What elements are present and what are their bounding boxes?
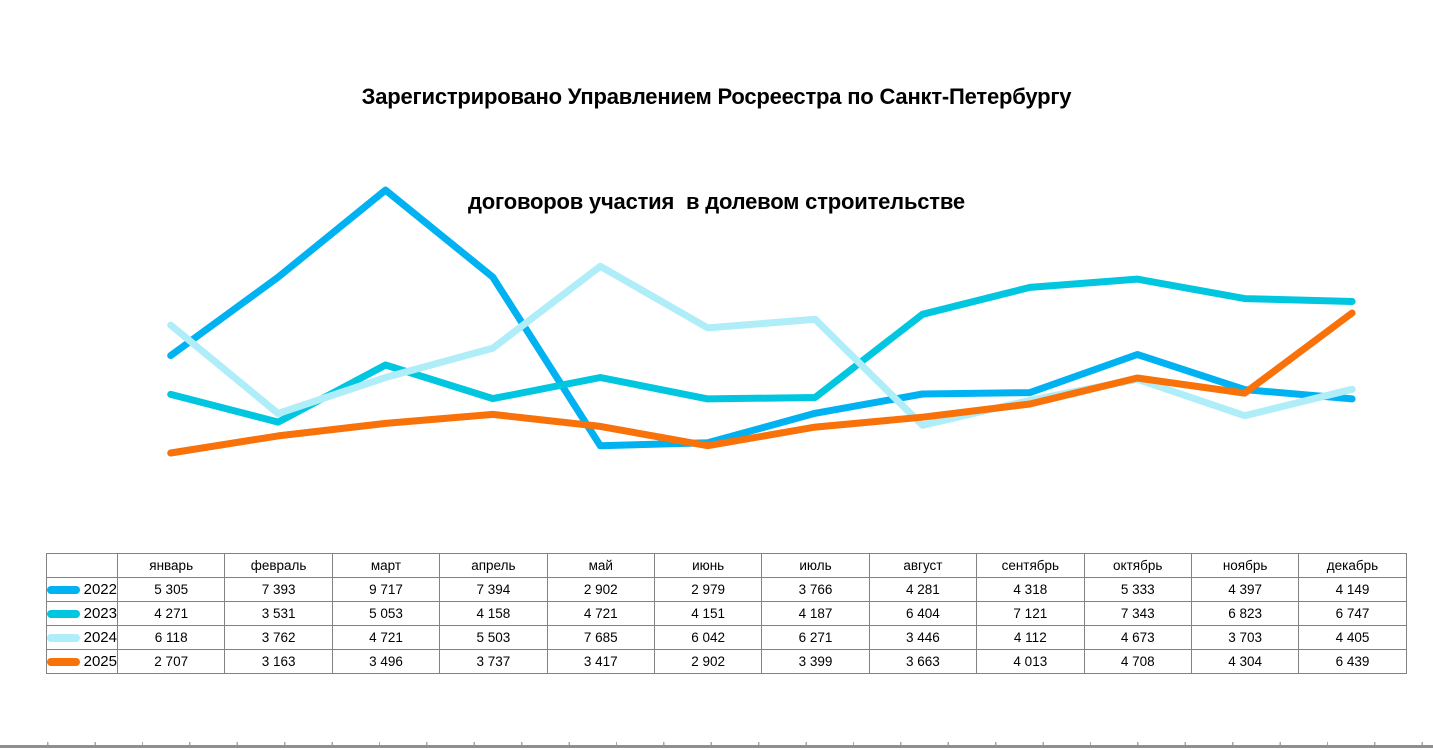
series-year-label: 2022	[83, 581, 117, 598]
value-cell-2023-1: 4 271	[116, 601, 226, 626]
value-cell-2025-2: 3 163	[224, 649, 333, 674]
chart-title-line1: Зарегистрировано Управлением Росреестра …	[361, 84, 1072, 109]
value-cell-2022-2: 7 393	[224, 577, 333, 602]
month-header-2: февраль	[224, 553, 333, 578]
value-cell-2025-5: 3 417	[546, 649, 655, 674]
month-header-3: март	[331, 553, 441, 578]
value-cell-2022-8: 4 281	[868, 577, 978, 602]
legend-key-2024: 2024	[46, 625, 118, 650]
value-cell-2024-9: 4 112	[976, 625, 1085, 650]
value-cell-2023-3: 5 053	[331, 601, 441, 626]
value-cell-2022-6: 2 979	[653, 577, 763, 602]
value-cell-2023-9: 7 121	[976, 601, 1085, 626]
month-header-8: август	[868, 553, 978, 578]
value-cell-2023-4: 4 158	[439, 601, 548, 626]
table-row-2023: 2023 4 271 3 531 5 053 4 158 4 721 4 151 4 187 6…	[46, 601, 1407, 626]
month-header-5: май	[546, 553, 655, 578]
value-cell-2025-8: 3 663	[868, 649, 978, 674]
value-cell-2022-7: 3 766	[761, 577, 870, 602]
value-cell-2024-3: 4 721	[331, 625, 441, 650]
legend-swatch-2024	[47, 633, 80, 642]
value-cell-2023-6: 4 151	[653, 601, 763, 626]
value-cell-2023-7: 4 187	[761, 601, 870, 626]
value-cell-2022-4: 7 394	[439, 577, 548, 602]
value-cell-2025-9: 4 013	[976, 649, 1085, 674]
value-cell-2024-2: 3 762	[224, 625, 333, 650]
table-row-2025: 2025 2 707 3 163 3 496 3 737 3 417 2 902 3 399 3…	[46, 649, 1407, 674]
worksheet-gridline-bar	[0, 745, 1433, 748]
value-cell-2025-6: 2 902	[653, 649, 763, 674]
table-row-2024: 2024 6 118 3 762 4 721 5 503 7 685 6 042 6 271 3…	[46, 625, 1407, 650]
legend-key-2023: 2023	[46, 601, 118, 626]
month-header-9: сентябрь	[976, 553, 1085, 578]
series-line-2023	[167, 275, 1356, 426]
month-header-1: январь	[116, 553, 226, 578]
series-year-label: 2025	[83, 653, 117, 670]
value-cell-2023-10: 7 343	[1083, 601, 1192, 626]
value-cell-2023-12: 6 747	[1298, 601, 1407, 626]
value-cell-2022-1: 5 305	[116, 577, 226, 602]
value-cell-2022-11: 4 397	[1190, 577, 1300, 602]
series-line-2025	[167, 309, 1356, 457]
value-cell-2025-11: 4 304	[1190, 649, 1300, 674]
legend-key-2025: 2025	[46, 649, 118, 674]
value-cell-2024-5: 7 685	[546, 625, 655, 650]
value-cell-2024-6: 6 042	[653, 625, 763, 650]
month-header-11: ноябрь	[1190, 553, 1300, 578]
series-line-2024	[167, 262, 1356, 429]
legend-swatch-2022	[47, 585, 80, 594]
month-header-6: июнь	[653, 553, 763, 578]
month-header-7: июль	[761, 553, 870, 578]
value-cell-2025-10: 4 708	[1083, 649, 1192, 674]
chart-title-line2: договоров участия в долевом строительств…	[468, 189, 965, 214]
legend-swatch-2025	[47, 657, 80, 666]
chart-title: Зарегистрировано Управлением Росреестра …	[0, 9, 1433, 289]
value-cell-2023-11: 6 823	[1190, 601, 1300, 626]
value-cell-2024-4: 5 503	[439, 625, 548, 650]
value-cell-2024-8: 3 446	[868, 625, 978, 650]
value-cell-2024-11: 3 703	[1190, 625, 1300, 650]
worksheet-column-ticks	[0, 742, 1433, 745]
series-year-label: 2024	[83, 629, 117, 646]
table-row-2022: 2022 5 305 7 393 9 717 7 394 2 902 2 979 3 766 4…	[46, 577, 1407, 602]
value-cell-2025-7: 3 399	[761, 649, 870, 674]
value-cell-2022-3: 9 717	[331, 577, 441, 602]
series-line-2022	[167, 186, 1356, 450]
month-header-12: декабрь	[1298, 553, 1407, 578]
month-header-4: апрель	[439, 553, 548, 578]
value-cell-2025-12: 6 439	[1298, 649, 1407, 674]
value-cell-2023-5: 4 721	[546, 601, 655, 626]
value-cell-2023-2: 3 531	[224, 601, 333, 626]
value-cell-2024-10: 4 673	[1083, 625, 1192, 650]
series-year-label: 2023	[83, 605, 117, 622]
value-cell-2022-12: 4 149	[1298, 577, 1407, 602]
legend-key-2022: 2022	[46, 577, 118, 602]
value-cell-2025-4: 3 737	[439, 649, 548, 674]
value-cell-2022-5: 2 902	[546, 577, 655, 602]
value-cell-2022-10: 5 333	[1083, 577, 1192, 602]
value-cell-2024-1: 6 118	[116, 625, 226, 650]
value-cell-2025-3: 3 496	[331, 649, 441, 674]
value-cell-2024-7: 6 271	[761, 625, 870, 650]
month-header-row: январь февраль март апрель май июнь июль август…	[46, 553, 1407, 578]
chart-data-table: январь февраль март апрель май июнь июль август…	[46, 553, 1407, 674]
table-corner-cell	[46, 553, 118, 578]
value-cell-2024-12: 4 405	[1298, 625, 1407, 650]
month-header-10: октябрь	[1083, 553, 1192, 578]
value-cell-2023-8: 6 404	[868, 601, 978, 626]
worksheet-gridline-strip	[0, 742, 1433, 750]
value-cell-2025-1: 2 707	[116, 649, 226, 674]
value-cell-2022-9: 4 318	[976, 577, 1085, 602]
legend-swatch-2023	[47, 609, 80, 618]
